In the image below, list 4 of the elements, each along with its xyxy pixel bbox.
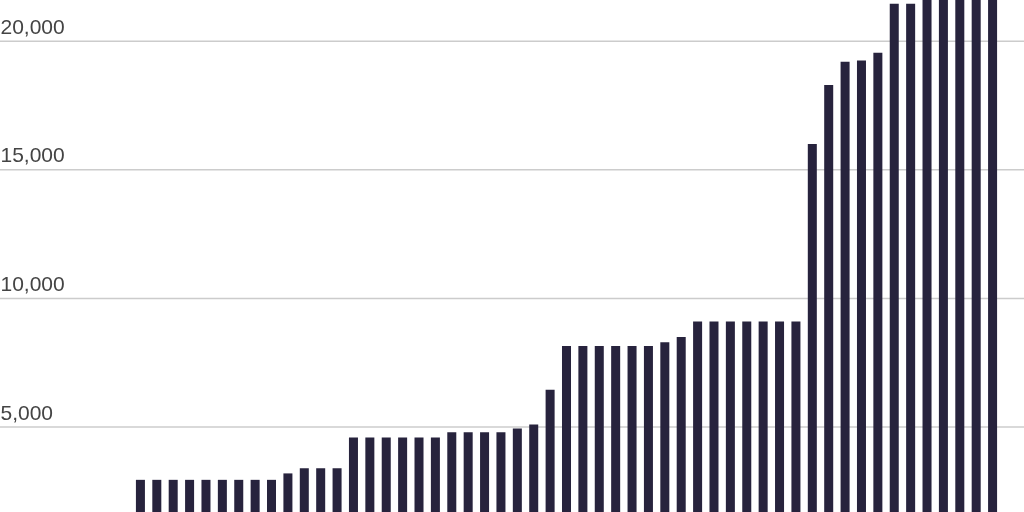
- y-tick-label: 10,000: [0, 271, 65, 295]
- y-tick-label: 15,000: [0, 143, 65, 167]
- y-tick-label: 5,000: [0, 400, 54, 424]
- y-tick-label: 20,000: [0, 14, 65, 38]
